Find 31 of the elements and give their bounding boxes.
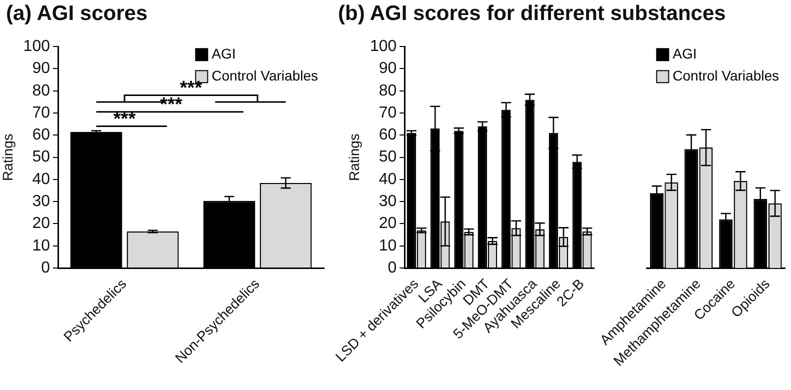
y-tick-label: 100 xyxy=(23,38,50,56)
y-tick-label: 40 xyxy=(378,170,397,188)
y-tick-label: 0 xyxy=(41,259,50,276)
y-tick-label: 30 xyxy=(378,192,397,210)
chart-title: (a) AGI scores xyxy=(6,2,148,26)
y-tick-label: 0 xyxy=(388,259,397,276)
y-tick-label: 70 xyxy=(32,104,50,122)
chart-title: (b) AGI scores for different substances xyxy=(338,2,726,26)
y-tick-label: 10 xyxy=(32,237,50,254)
y-tick-label: 70 xyxy=(378,104,397,122)
y-tick-label: 20 xyxy=(378,215,397,232)
y-tick-label: 50 xyxy=(378,148,397,166)
y-tick-label: 90 xyxy=(378,60,397,78)
y-axis-title: Ratings xyxy=(0,134,16,182)
legend-label: AGI xyxy=(672,45,697,62)
y-tick-label: 10 xyxy=(378,237,397,254)
legend-label: Control Variables xyxy=(672,67,780,84)
y-tick-label: 50 xyxy=(32,148,50,166)
y-tick-label: 80 xyxy=(32,82,50,100)
y-tick-label: 60 xyxy=(32,126,50,144)
y-tick-label: 60 xyxy=(378,126,397,144)
legend-label: AGI xyxy=(212,45,236,62)
y-axis-title: Ratings xyxy=(346,134,362,182)
y-tick-label: 80 xyxy=(378,82,397,100)
annotation: *** xyxy=(113,109,136,130)
y-tick-label: 40 xyxy=(32,170,50,188)
y-tick-label: 30 xyxy=(32,192,50,210)
y-tick-label: 90 xyxy=(32,60,50,78)
legend-label: Control Variables xyxy=(212,67,318,84)
y-tick-label: 20 xyxy=(32,215,50,232)
y-tick-label: 100 xyxy=(370,38,397,56)
